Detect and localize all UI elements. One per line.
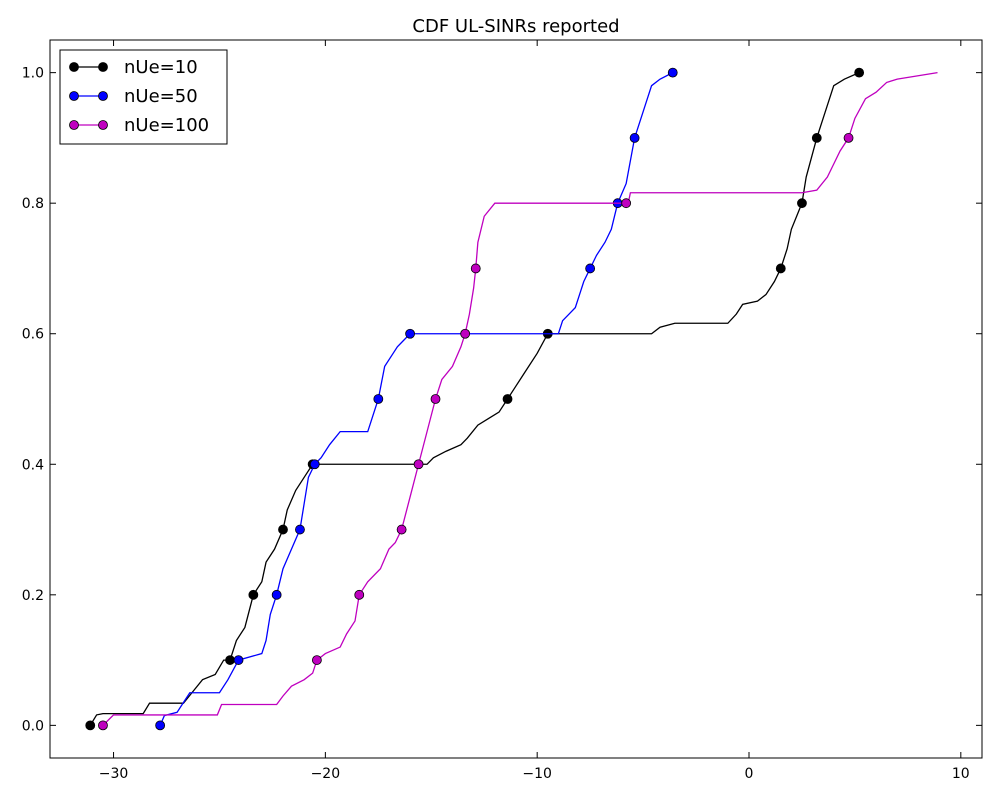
- legend-label-2: nUe=100: [124, 115, 209, 136]
- series-0-point-8: [797, 198, 807, 209]
- series-2-point-3: [396, 524, 407, 535]
- series-2-point-6: [460, 328, 471, 339]
- series-1-point-1: [233, 655, 244, 665]
- series-1-point-6: [405, 328, 415, 339]
- x-tick-label-4: 10: [952, 766, 970, 782]
- series-2-point-2: [354, 589, 365, 600]
- x-tick-label-0: −30: [99, 766, 129, 782]
- y-tick-label-3: 0.6: [22, 327, 44, 343]
- series-0-point-9: [811, 133, 822, 143]
- series-0-point-7: [775, 263, 786, 274]
- series-1-point-0: [155, 720, 166, 731]
- y-tick-label-4: 0.8: [22, 196, 44, 212]
- plot-area: [85, 67, 938, 731]
- y-tick-label-5: 1.0: [22, 66, 44, 82]
- axes: −30 −20 −10 0 10 0.0 0.2 0.4 0.6 0.8 1.0: [22, 39, 983, 782]
- series-0-point-5: [502, 394, 513, 404]
- series-0-point-1: [225, 655, 235, 665]
- series-1-point-10: [667, 67, 678, 78]
- series-2-point-4: [413, 459, 424, 470]
- x-tick-label-1: −20: [311, 766, 341, 782]
- legend-marker-left-2: [69, 120, 79, 130]
- plot-frame: [49, 39, 983, 759]
- series-0-point-3: [278, 524, 288, 535]
- series-line-0: [89, 72, 860, 726]
- series-1-point-3: [295, 524, 305, 535]
- series-2-point-5: [430, 394, 441, 404]
- y-tick-label-1: 0.2: [22, 588, 44, 604]
- series-2-point-1: [311, 655, 322, 665]
- legend-marker-left-0: [69, 62, 79, 72]
- x-tick-label-3: 0: [745, 766, 754, 782]
- series-0-point-2: [248, 589, 259, 600]
- series-1-point-7: [585, 263, 596, 274]
- legend-label-1: nUe=50: [124, 86, 198, 107]
- legend-label-0: nUe=10: [124, 57, 198, 78]
- series-2-point-9: [843, 133, 854, 143]
- series-line-2: [102, 71, 938, 726]
- series-1-point-9: [629, 133, 640, 143]
- chart-title: CDF UL-SINRs reported: [412, 16, 619, 37]
- legend-box: [59, 49, 228, 145]
- series-1-point-5: [373, 394, 384, 404]
- series-2-point-7: [470, 263, 481, 274]
- legend-marker-right-2: [98, 120, 108, 130]
- series-0-point-10: [854, 67, 865, 78]
- series-0-point-0: [85, 720, 96, 731]
- series-1-point-4: [309, 459, 320, 470]
- legend-marker-right-0: [98, 62, 108, 72]
- y-tick-label-2: 0.4: [22, 457, 44, 473]
- series-1-point-2: [271, 589, 282, 600]
- series-2-point-0: [98, 720, 108, 731]
- y-tick-label-0: 0.0: [22, 718, 44, 734]
- x-tick-label-2: −10: [522, 766, 552, 782]
- legend-marker-left-1: [69, 91, 79, 101]
- series-line-1: [159, 72, 674, 726]
- legend-marker-right-1: [98, 91, 108, 101]
- legend: nUe=10 nUe=50 nUe=100: [59, 49, 228, 145]
- series-2-point-8: [621, 198, 632, 209]
